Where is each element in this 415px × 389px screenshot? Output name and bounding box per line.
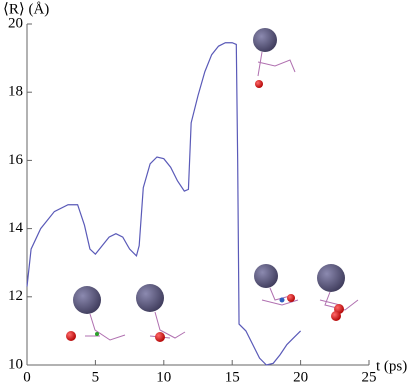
- y-tick-label: 16: [8, 152, 24, 168]
- y-tick-label: 20: [8, 15, 23, 31]
- x-tick-label: 10: [156, 369, 171, 385]
- x-tick-label: 0: [23, 369, 31, 385]
- y-tick-label: 18: [8, 84, 23, 100]
- molecule-insets: [66, 28, 359, 342]
- y-tick-label: 14: [8, 220, 24, 236]
- y-axis-label: ⟨R⟩ (Å): [3, 1, 49, 17]
- x-tick-label: 5: [92, 369, 100, 385]
- x-axis-label: t (ps): [376, 358, 407, 374]
- x-tick-label: 20: [293, 369, 308, 385]
- x-tick-label: 25: [362, 369, 377, 385]
- x-tick-label: 15: [225, 369, 240, 385]
- data-line: [26, 42, 302, 366]
- y-tick-label: 12: [8, 288, 23, 304]
- y-tick-label: 10: [8, 356, 23, 372]
